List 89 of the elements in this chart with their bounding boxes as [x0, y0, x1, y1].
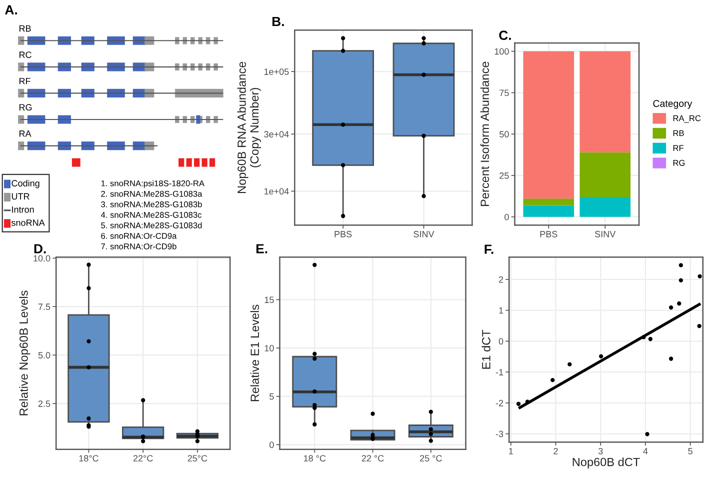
- chart-title: F.: [484, 244, 494, 254]
- text: RC: [19, 52, 32, 58]
- y-tick-label: 1: [499, 307, 504, 314]
- point: [697, 324, 702, 328]
- bar: [580, 196, 631, 217]
- text: 4. snoRNA:Me28S-G1083c: [100, 212, 202, 218]
- text: UTR: [12, 193, 30, 200]
- x-tick-label: 22°C: [133, 455, 153, 462]
- y-axis-title: Nop60B RNA Abundance (Copy Number): [237, 62, 261, 193]
- text: RG: [19, 104, 32, 111]
- x-tick-label: SINV: [594, 230, 616, 238]
- text: snoRNA: [11, 220, 45, 226]
- y-tick-label: 3e+04: [264, 131, 289, 138]
- text: RF: [19, 78, 30, 84]
- x-tick-label: 5: [688, 448, 692, 454]
- text: 6. snoRNA:Or-CD9a: [101, 232, 177, 239]
- y-axis-title: E1 dCT: [482, 330, 490, 369]
- y-tick-label: 1e+05: [264, 68, 289, 75]
- y-tick-label: 1e+04: [264, 188, 289, 195]
- y-tick-label: 5: [270, 393, 274, 400]
- y-tick-label: 0: [498, 338, 504, 345]
- point: [668, 356, 674, 361]
- bar: [523, 205, 574, 217]
- text: RA: [19, 130, 32, 137]
- x-tick-label: 2: [554, 448, 558, 454]
- x-tick-label: PBS: [540, 230, 558, 238]
- y-tick-label: 50: [500, 131, 509, 138]
- point: [550, 378, 555, 382]
- x-tick-label: 22 °C: [362, 455, 384, 462]
- y-axis-title: Percent Isoform Abundance: [480, 62, 490, 206]
- chart-title: B.: [272, 16, 284, 26]
- y-tick-label: 25: [500, 172, 509, 179]
- y-tick-label: 2: [498, 276, 504, 283]
- point: [642, 335, 646, 340]
- point: [698, 274, 702, 278]
- bar: [580, 152, 631, 197]
- x-tick-label: SINV: [414, 230, 434, 238]
- text: 5. snoRNA:Me28S-G1083d: [101, 222, 202, 228]
- point: [645, 432, 650, 436]
- y-tick-label: -1: [496, 369, 504, 376]
- point: [678, 263, 683, 268]
- x-tick-label: PBS: [334, 230, 352, 238]
- legend-label: RB: [673, 130, 684, 136]
- y-tick-label: -2: [496, 400, 504, 406]
- text: 1. snoRNA:psi18S-1820-RA: [101, 180, 204, 188]
- bar: [580, 51, 631, 152]
- y-tick-label: 15: [264, 296, 274, 304]
- y-tick-label: 75: [500, 90, 509, 96]
- x-tick-label: 18°C: [79, 455, 98, 462]
- y-tick-label: 5.0: [38, 352, 50, 358]
- x-axis-title: Nop60B dCT: [572, 458, 640, 469]
- text: Intron: [12, 206, 34, 213]
- point: [678, 278, 683, 282]
- x-tick-label: 1: [509, 448, 513, 454]
- legend-title: Category: [653, 100, 692, 109]
- y-tick-label: 0: [270, 442, 274, 448]
- point: [516, 402, 521, 406]
- chart-title: C.: [499, 30, 511, 40]
- point: [677, 301, 682, 306]
- y-tick-label: 10: [264, 344, 274, 352]
- x-tick-label: 4: [643, 448, 648, 454]
- x-tick-label: 25 °C: [420, 455, 442, 462]
- x-tick-label: 18 °C: [304, 455, 326, 462]
- text: 3. snoRNA:Me28S-G1083b: [101, 201, 202, 208]
- text: 7. snoRNA:Or-CD9b: [101, 243, 176, 250]
- x-tick-label: 3: [598, 448, 603, 454]
- y-tick-label: 10.0: [34, 255, 50, 262]
- y-axis-title: Relative Nop60B Levels: [19, 290, 30, 416]
- text: 2. snoRNA:Me28S-G1083a: [101, 190, 202, 197]
- y-tick-label: 100: [494, 48, 509, 55]
- chart-title: E.: [256, 244, 268, 254]
- y-tick-label: 0: [504, 214, 509, 220]
- text: Coding: [12, 180, 40, 188]
- y-tick-label: -3: [496, 430, 504, 438]
- y-tick-label: 7.5: [38, 304, 50, 310]
- bar: [523, 198, 574, 206]
- point: [598, 354, 604, 358]
- legend-label: RF: [673, 145, 684, 151]
- text: A.: [5, 5, 17, 14]
- legend-label: RA_RC: [673, 115, 701, 123]
- y-axis-title: Relative E1 Levels: [250, 304, 260, 402]
- x-tick-label: 25°C: [188, 455, 208, 462]
- point: [568, 362, 572, 366]
- point: [668, 305, 674, 310]
- legend-label: RG: [673, 160, 685, 166]
- text: RB: [19, 25, 31, 32]
- point: [648, 336, 652, 342]
- chart-title: D.: [34, 244, 46, 254]
- y-tick-label: 2.5: [38, 400, 50, 407]
